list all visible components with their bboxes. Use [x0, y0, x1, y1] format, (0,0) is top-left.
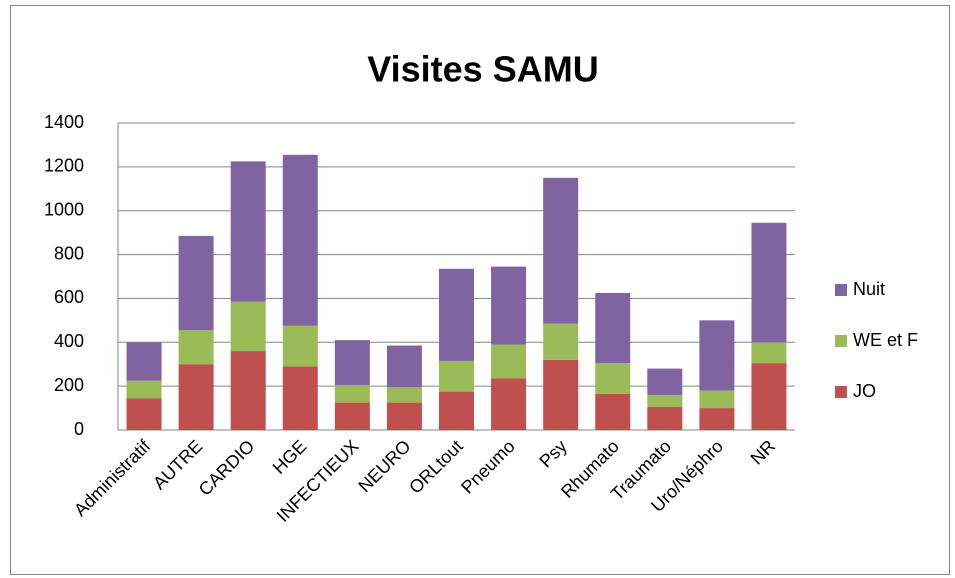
- y-tick-label: 800: [54, 243, 84, 263]
- y-tick-label: 400: [54, 331, 84, 351]
- bar-segment: [282, 366, 318, 430]
- bar-segment: [334, 385, 370, 403]
- bar-segment: [230, 351, 266, 430]
- chart-title: Visites SAMU: [367, 49, 598, 90]
- legend-label: JO: [853, 381, 876, 401]
- chart-frame: [10, 5, 950, 575]
- y-tick-label: 1400: [44, 112, 84, 132]
- bar-segment: [178, 235, 214, 331]
- legend-swatch: [835, 335, 847, 347]
- bar-segment: [386, 402, 422, 430]
- bar-segment: [699, 408, 735, 430]
- bar-segment: [491, 344, 527, 379]
- bar-segment: [386, 387, 422, 403]
- bar-segment: [543, 323, 579, 360]
- bar-segment: [595, 393, 631, 430]
- bar-segment: [126, 380, 162, 399]
- y-tick-label: 0: [74, 419, 84, 439]
- bar-segment: [282, 325, 318, 367]
- bar-segment: [386, 345, 422, 388]
- bar-segment: [491, 378, 527, 430]
- bar-segment: [126, 342, 162, 381]
- y-tick-label: 1000: [44, 199, 84, 219]
- bar-segment: [282, 154, 318, 326]
- bar-segment: [699, 390, 735, 409]
- legend-label: WE et F: [853, 330, 918, 350]
- bar-segment: [439, 360, 474, 392]
- y-tick-label: 600: [54, 287, 84, 307]
- legend-swatch: [835, 284, 847, 296]
- bar-segment: [543, 359, 579, 430]
- bar-segment: [334, 340, 370, 386]
- bar-segment: [751, 222, 787, 343]
- bar-segment: [595, 292, 631, 364]
- bar-segment: [334, 402, 370, 430]
- legend-label: Nuit: [853, 279, 885, 299]
- legend-swatch: [835, 386, 847, 398]
- y-tick-label: 200: [54, 375, 84, 395]
- bar-segment: [439, 391, 474, 430]
- bar-segment: [595, 363, 631, 394]
- bar-segment: [751, 363, 787, 430]
- bar-segment: [126, 398, 162, 430]
- bar-segment: [178, 364, 214, 430]
- bar-segment: [647, 406, 683, 430]
- bar-segment: [230, 301, 266, 352]
- bar-segment: [647, 394, 683, 407]
- y-tick-label: 1200: [44, 156, 84, 176]
- bar-segment: [751, 342, 787, 364]
- bar-segment: [543, 177, 579, 324]
- bar-segment: [491, 266, 527, 345]
- bar-segment: [178, 330, 214, 365]
- bar-segment: [230, 161, 266, 302]
- bar-segment: [647, 368, 683, 395]
- bar-segment: [699, 320, 735, 391]
- bar-segment: [439, 268, 474, 361]
